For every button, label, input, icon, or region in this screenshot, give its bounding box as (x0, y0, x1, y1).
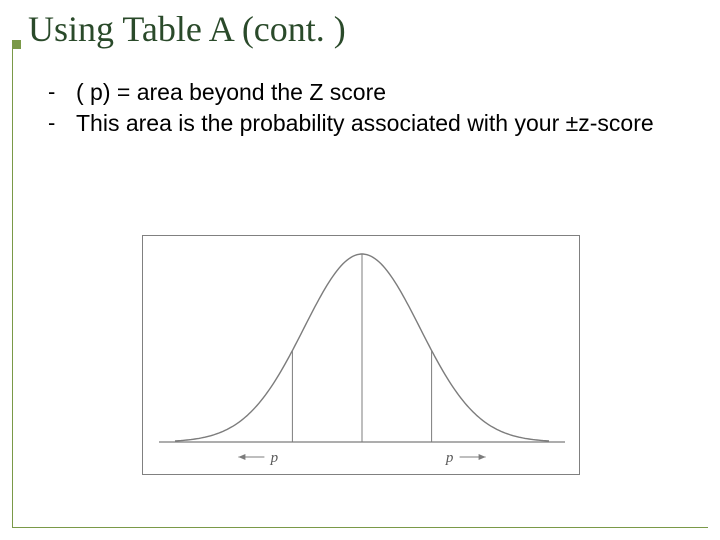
p-label-left: p (270, 450, 279, 466)
normal-curve-diagram: pp (142, 235, 580, 475)
bullet-item: This area is the probability associated … (42, 109, 682, 138)
slide-title: Using Table A (cont. ) (28, 8, 346, 50)
arrowhead-icon (238, 454, 245, 460)
slide: Using Table A (cont. ) ( p) = area beyon… (0, 0, 720, 540)
p-label-right: p (445, 450, 454, 466)
bullet-list: ( p) = area beyond the Z score This area… (42, 78, 682, 140)
bullet-item: ( p) = area beyond the Z score (42, 78, 682, 107)
normal-curve-svg: pp (143, 236, 581, 476)
arrowhead-icon (479, 454, 486, 460)
